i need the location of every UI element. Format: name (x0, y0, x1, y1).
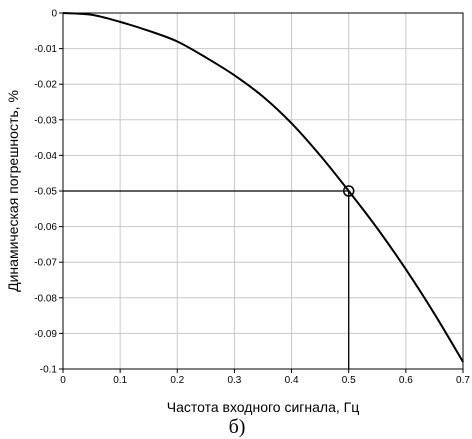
x-axis-label: Частота входного сигнала, Гц (167, 399, 359, 415)
x-tick-label: 0.3 (227, 375, 241, 386)
x-tick-label: 0.5 (342, 375, 356, 386)
y-tick-label: -0.09 (34, 329, 57, 340)
y-axis-label: Динамическая погрешность, % (5, 90, 21, 292)
guide-lines (63, 190, 350, 369)
x-tick-label: 0.2 (170, 375, 184, 386)
x-tick-label: 0.4 (285, 375, 299, 386)
x-tick-label: 0.7 (456, 375, 470, 386)
y-tick-label: -0.06 (34, 222, 57, 233)
y-tick-label: -0.05 (34, 187, 57, 198)
x-tick-label: 0 (60, 375, 66, 386)
y-tick-label: -0.04 (34, 151, 57, 162)
y-tick-label: -0.08 (34, 293, 57, 304)
y-tick-label: -0.03 (34, 115, 57, 126)
y-tick-label: 0 (51, 9, 57, 20)
series-line (62, 12, 464, 363)
y-axis-ticks: 0 -0.01 -0.02 -0.03 -0.04 -0.05 -0.06 -0.07 -0.0… (34, 9, 63, 376)
figure-caption: б) (229, 416, 246, 438)
marker-point (342, 185, 355, 197)
y-tick-label: -0.07 (34, 258, 57, 269)
y-tick-label: -0.1 (40, 365, 58, 376)
x-tick-label: 0.6 (399, 375, 413, 386)
x-axis-ticks: 0 0.1 0.2 0.3 0.4 0.5 0.6 0.7 (60, 369, 470, 386)
x-tick-label: 0.1 (113, 375, 127, 386)
y-tick-label: -0.01 (34, 44, 57, 55)
y-tick-label: -0.02 (34, 80, 57, 91)
